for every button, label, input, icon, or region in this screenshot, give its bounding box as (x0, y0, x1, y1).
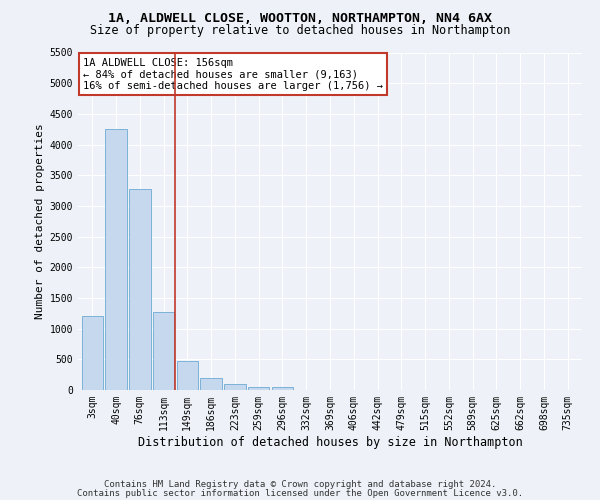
Text: 1A, ALDWELL CLOSE, WOOTTON, NORTHAMPTON, NN4 6AX: 1A, ALDWELL CLOSE, WOOTTON, NORTHAMPTON,… (108, 12, 492, 26)
Text: Contains HM Land Registry data © Crown copyright and database right 2024.: Contains HM Land Registry data © Crown c… (104, 480, 496, 489)
Bar (272, 386, 293, 390)
Bar (248, 386, 269, 390)
Text: Contains public sector information licensed under the Open Government Licence v3: Contains public sector information licen… (77, 488, 523, 498)
Bar (82, 316, 103, 390)
X-axis label: Distribution of detached houses by size in Northampton: Distribution of detached houses by size … (137, 436, 523, 448)
Bar (106, 129, 127, 390)
Y-axis label: Number of detached properties: Number of detached properties (35, 124, 46, 319)
Bar (224, 384, 245, 390)
Bar (200, 378, 222, 390)
Bar (176, 360, 198, 390)
Text: Size of property relative to detached houses in Northampton: Size of property relative to detached ho… (90, 24, 510, 37)
Bar (129, 190, 151, 390)
Bar (153, 312, 174, 390)
Text: 1A ALDWELL CLOSE: 156sqm
← 84% of detached houses are smaller (9,163)
16% of sem: 1A ALDWELL CLOSE: 156sqm ← 84% of detach… (83, 58, 383, 91)
